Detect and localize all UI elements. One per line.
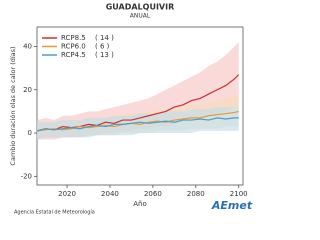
y-tick-label: 40 (23, 42, 32, 50)
legend-count: ( 14 ) (95, 34, 114, 42)
x-tick-label: 2060 (144, 190, 162, 198)
logo: AEmet (211, 199, 253, 212)
chart-subtitle: ANUAL (130, 13, 151, 20)
x-tick-label: 2040 (101, 190, 119, 198)
y-tick-label: 0 (28, 129, 32, 137)
legend-label: RCP4.5 (61, 51, 86, 59)
legend-label: RCP8.5 (61, 34, 86, 42)
x-tick-label: 2100 (230, 190, 248, 198)
series-line (36, 117, 239, 132)
plot-frame (36, 26, 244, 186)
x-axis-label: Año (133, 200, 147, 208)
y-axis-label: Cambio duración olas de calor (días) (9, 46, 17, 165)
footer: Agencia Estatal de Meteorología (14, 209, 95, 216)
legend-count: ( 13 ) (95, 51, 114, 59)
uncertainty-band (37, 107, 239, 140)
x-tick-label: 2080 (187, 190, 205, 198)
chart: GUADALQUIVIR ANUAL Año Cambio duración o… (9, 3, 253, 216)
legend-label: RCP6.0 (61, 43, 86, 51)
y-tick-label: -20 (21, 172, 32, 180)
x-tick-label: 2020 (58, 190, 76, 198)
y-tick-label: 20 (23, 86, 32, 94)
legend-count: ( 6 ) (95, 43, 110, 51)
series-line (36, 110, 239, 132)
chart-title: GUADALQUIVIR (106, 3, 175, 12)
